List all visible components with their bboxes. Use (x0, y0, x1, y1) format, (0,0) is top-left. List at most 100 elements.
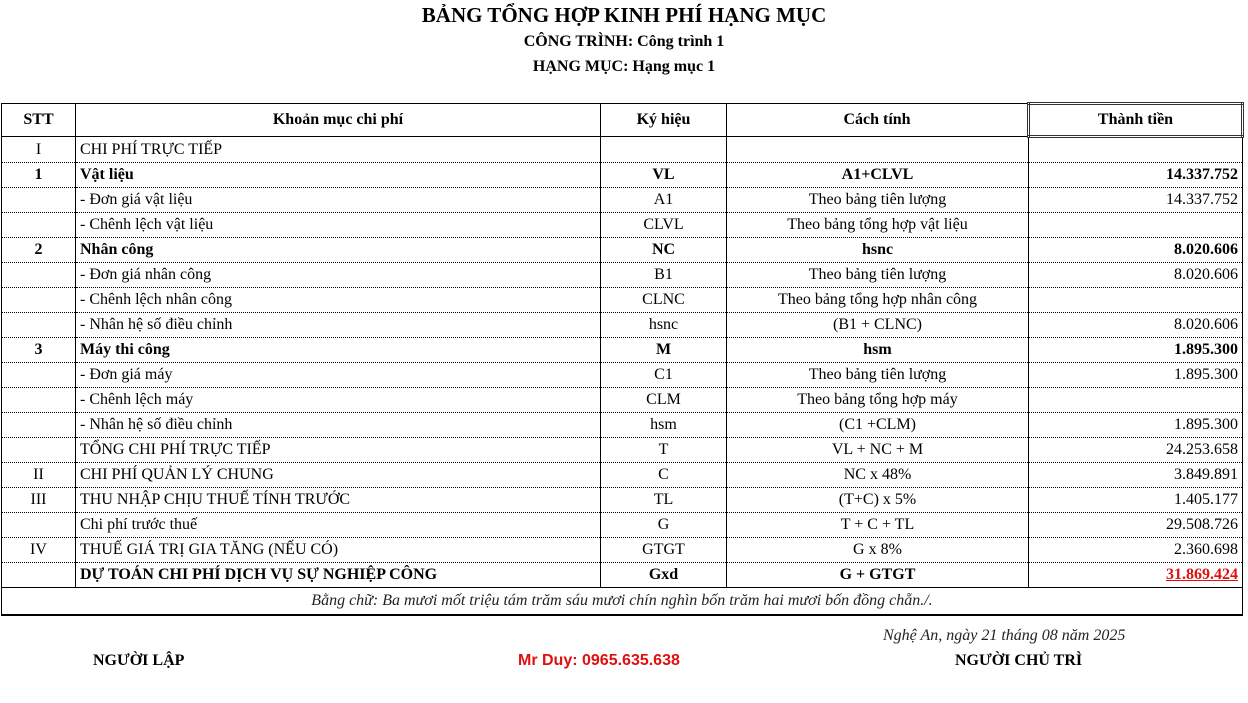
row-amount[interactable]: 8.020.606 (1028, 262, 1243, 288)
row-calc[interactable]: T + C + TL (726, 512, 1029, 538)
row-item[interactable]: Nhân công (75, 237, 601, 263)
row-amount[interactable]: 29.508.726 (1028, 512, 1243, 538)
cost-table: STT Khoản mục chi phí Ký hiệu Cách tính … (1, 102, 1244, 616)
row-stt[interactable]: 3 (1, 337, 76, 363)
row-stt[interactable]: 1 (1, 162, 76, 188)
row-item[interactable]: Vật liệu (75, 162, 601, 188)
row-calc[interactable]: Theo bảng tổng hợp vật liệu (726, 212, 1029, 238)
grand-total: 31.869.424 (1166, 566, 1238, 583)
row-calc[interactable]: Theo bảng tổng hợp nhân công (726, 287, 1029, 313)
header-amount[interactable]: Thành tiền (1027, 102, 1244, 138)
table-row: - Chênh lệch nhân công CLNC Theo bảng tổng… (1, 287, 1243, 313)
row-symbol[interactable]: CLVL (600, 212, 727, 238)
row-symbol[interactable]: B1 (600, 262, 727, 288)
row-stt[interactable]: IV (1, 537, 76, 563)
row-calc[interactable]: (T+C) x 5% (726, 487, 1029, 513)
row-amount[interactable]: 31.869.424 (1028, 562, 1243, 588)
row-amount[interactable]: 3.849.891 (1028, 462, 1243, 488)
row-amount[interactable]: 14.337.752 (1028, 187, 1243, 213)
row-amount[interactable]: 8.020.606 (1028, 312, 1243, 338)
row-amount[interactable]: 14.337.752 (1028, 162, 1243, 188)
row-item[interactable]: CHI PHÍ TRỰC TIẾP (75, 136, 601, 163)
row-calc[interactable]: Theo bảng tiên lượng (726, 362, 1029, 388)
row-calc[interactable]: VL + NC + M (726, 437, 1029, 463)
row-stt[interactable] (1, 312, 76, 338)
row-calc[interactable] (726, 136, 1029, 163)
row-amount[interactable]: 1.405.177 (1028, 487, 1243, 513)
row-symbol[interactable]: hsm (600, 412, 727, 438)
header-calc: Cách tính (726, 103, 1029, 137)
row-item[interactable]: - Đơn giá máy (75, 362, 601, 388)
row-symbol[interactable]: C (600, 462, 727, 488)
row-calc[interactable]: G x 8% (726, 537, 1029, 563)
preparer-label: NGƯỜI LẬP (93, 652, 185, 669)
row-stt[interactable] (1, 262, 76, 288)
row-item[interactable]: TỔNG CHI PHÍ TRỰC TIẾP (75, 437, 601, 463)
row-item[interactable]: - Chênh lệch nhân công (75, 287, 601, 313)
row-stt[interactable]: 2 (1, 237, 76, 263)
row-calc[interactable]: A1+CLVL (726, 162, 1029, 188)
row-symbol[interactable]: TL (600, 487, 727, 513)
row-stt[interactable] (1, 437, 76, 463)
row-amount[interactable] (1028, 287, 1243, 313)
row-stt[interactable] (1, 512, 76, 538)
row-amount[interactable]: 8.020.606 (1028, 237, 1243, 263)
row-stt[interactable] (1, 412, 76, 438)
row-amount[interactable] (1028, 212, 1243, 238)
row-item[interactable]: CHI PHÍ QUẢN LÝ CHUNG (75, 462, 601, 488)
row-calc[interactable]: Theo bảng tổng hợp máy (726, 387, 1029, 413)
row-amount[interactable]: 2.360.698 (1028, 537, 1243, 563)
row-symbol[interactable]: G (600, 512, 727, 538)
row-stt[interactable]: II (1, 462, 76, 488)
row-item[interactable]: Chi phí trước thuế (75, 512, 601, 538)
row-stt[interactable] (1, 387, 76, 413)
row-symbol[interactable]: CLNC (600, 287, 727, 313)
header-symbol: Ký hiệu (600, 103, 727, 137)
row-amount[interactable]: 1.895.300 (1028, 362, 1243, 388)
row-calc[interactable]: (B1 + CLNC) (726, 312, 1029, 338)
row-item[interactable]: - Chênh lệch máy (75, 387, 601, 413)
row-item[interactable]: - Đơn giá nhân công (75, 262, 601, 288)
row-symbol[interactable]: C1 (600, 362, 727, 388)
row-amount[interactable]: 24.253.658 (1028, 437, 1243, 463)
row-symbol[interactable]: CLM (600, 387, 727, 413)
row-stt[interactable] (1, 212, 76, 238)
row-symbol[interactable]: A1 (600, 187, 727, 213)
row-amount[interactable]: 1.895.300 (1028, 337, 1243, 363)
row-symbol[interactable] (600, 136, 727, 163)
row-stt[interactable] (1, 287, 76, 313)
row-amount[interactable]: 1.895.300 (1028, 412, 1243, 438)
row-item[interactable]: - Nhân hệ số điều chỉnh (75, 312, 601, 338)
row-symbol[interactable]: NC (600, 237, 727, 263)
row-item[interactable]: THU NHẬP CHỊU THUẾ TÍNH TRƯỚC (75, 487, 601, 513)
row-symbol[interactable]: hsnc (600, 312, 727, 338)
row-stt[interactable]: I (1, 136, 76, 163)
row-stt[interactable] (1, 187, 76, 213)
approver-label: NGƯỜI CHỦ TRÌ (955, 652, 1083, 669)
row-amount[interactable] (1028, 136, 1243, 163)
row-item[interactable]: - Chênh lệch vật liệu (75, 212, 601, 238)
row-symbol[interactable]: T (600, 437, 727, 463)
row-calc[interactable]: (C1 +CLM) (726, 412, 1029, 438)
row-item[interactable]: THUẾ GIÁ TRỊ GIA TĂNG (NẾU CÓ) (75, 537, 601, 563)
row-stt[interactable]: III (1, 487, 76, 513)
row-item[interactable]: Máy thi công (75, 337, 601, 363)
row-symbol[interactable]: Gxd (600, 562, 727, 588)
table-row: Chi phí trước thuế G T + C + TL 29.508.726 (1, 512, 1243, 538)
row-calc[interactable]: hsnc (726, 237, 1029, 263)
row-amount[interactable] (1028, 387, 1243, 413)
row-symbol[interactable]: VL (600, 162, 727, 188)
row-symbol[interactable]: M (600, 337, 727, 363)
row-item[interactable]: - Đơn giá vật liệu (75, 187, 601, 213)
row-calc[interactable]: Theo bảng tiên lượng (726, 187, 1029, 213)
table-row: 1 Vật liệu VL A1+CLVL 14.337.752 (1, 162, 1243, 188)
row-item[interactable]: - Nhân hệ số điều chỉnh (75, 412, 601, 438)
row-stt[interactable] (1, 562, 76, 588)
row-stt[interactable] (1, 362, 76, 388)
row-calc[interactable]: NC x 48% (726, 462, 1029, 488)
row-calc[interactable]: Theo bảng tiên lượng (726, 262, 1029, 288)
row-calc[interactable]: hsm (726, 337, 1029, 363)
row-symbol[interactable]: GTGT (600, 537, 727, 563)
row-calc[interactable]: G + GTGT (726, 562, 1029, 588)
row-item[interactable]: DỰ TOÁN CHI PHÍ DỊCH VỤ SỰ NGHIỆP CÔNG (75, 562, 601, 588)
